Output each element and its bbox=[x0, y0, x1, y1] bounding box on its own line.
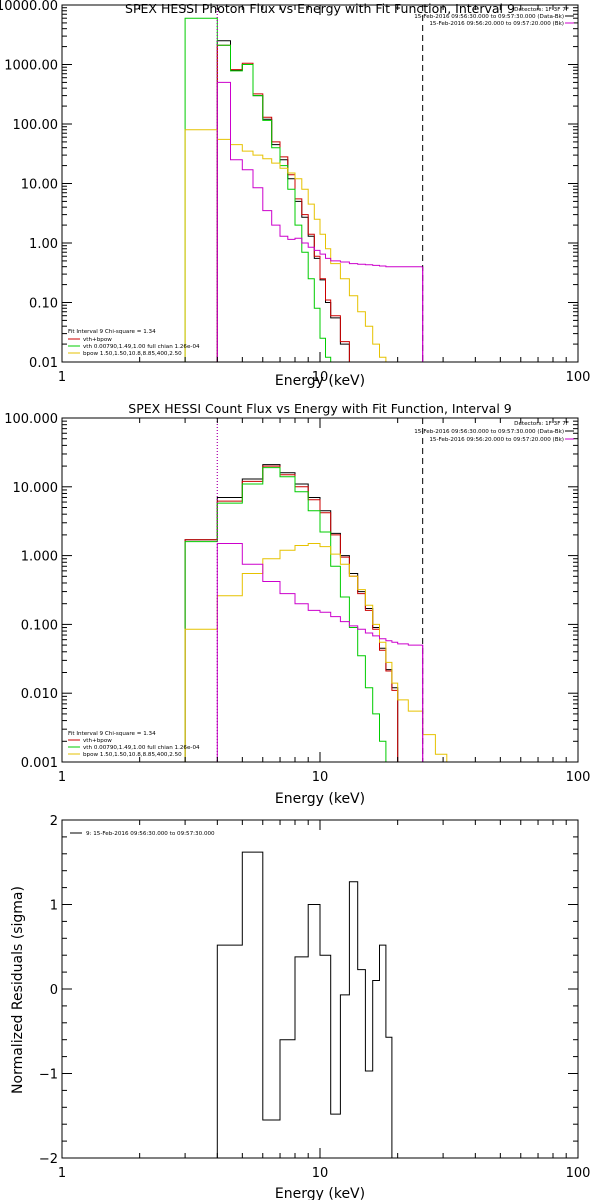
count-flux-y-tick-label: 100.000 bbox=[4, 412, 58, 427]
residuals-ticks: 1 10 100 −2 −1 0 1 2 bbox=[39, 814, 591, 1181]
legend-data-bk: 15-Feb-2016 09:56:30.000 to 09:57:30.000… bbox=[414, 14, 564, 20]
photon-flux-x-tick-label: 10 bbox=[312, 370, 329, 385]
legend-total: vth+bpow bbox=[83, 738, 112, 744]
count-flux-panel: SPEX HESSI Count Flux vs Energy with Fit… bbox=[4, 401, 590, 807]
residuals-axes-frame bbox=[61, 819, 579, 1159]
count-flux-x-tick-label: 100 bbox=[566, 770, 591, 785]
photon-flux-series bbox=[184, 17, 424, 362]
count-flux-y-tick-label: 0.001 bbox=[21, 756, 58, 771]
residuals-y-tick-label: −1 bbox=[39, 1068, 58, 1083]
count-flux-y-tick-label: 1.000 bbox=[21, 550, 58, 565]
photon-flux-x-tick-label: 100 bbox=[566, 370, 591, 385]
legend-data-bk: 15-Feb-2016 09:56:30.000 to 09:57:30.000… bbox=[414, 429, 564, 435]
count-flux-series-bpow bbox=[184, 543, 448, 762]
photon-flux-y-tick-label: 10000.00 bbox=[0, 0, 58, 14]
count-flux-xlabel: Energy (keV) bbox=[275, 791, 365, 807]
residuals-panel: 1 10 100 −2 −1 0 1 2 Energy (keV) Normalized Re… bbox=[10, 814, 590, 1200]
residuals-y-tick-label: 2 bbox=[50, 814, 58, 829]
photon-flux-y-tick-label: 0.10 bbox=[29, 297, 58, 312]
photon-flux-legend-top-right: Detectors: 1F 3F 7F 15-Feb-2016 09:56:30… bbox=[414, 7, 574, 27]
photon-flux-fit-range-markers bbox=[216, 5, 424, 362]
residuals-legend-label: 9: 15-Feb-2016 09:56:30.000 to 09:57:30.… bbox=[86, 831, 215, 837]
count-flux-series-bkg bbox=[216, 543, 424, 762]
count-flux-series-total bbox=[184, 465, 399, 762]
count-flux-series-data bbox=[184, 464, 399, 762]
count-flux-series bbox=[184, 464, 448, 762]
count-flux-y-tick-label: 0.100 bbox=[21, 618, 58, 633]
photon-flux-ticks: 1 10 100 0.01 0.10 1.00 10.00 100.00 1000.00 1000… bbox=[0, 0, 590, 385]
legend-detectors: Detectors: 1F 3F 7F bbox=[514, 421, 569, 427]
photon-flux-series-bkg bbox=[216, 81, 424, 362]
photon-flux-y-tick-label: 0.01 bbox=[29, 356, 58, 371]
residuals-x-tick-label: 1 bbox=[58, 1166, 66, 1181]
count-flux-y-tick-label: 10.000 bbox=[13, 481, 59, 496]
photon-flux-series-total bbox=[216, 44, 350, 362]
photon-flux-series-bpow bbox=[184, 129, 387, 362]
photon-flux-y-tick-label: 1000.00 bbox=[4, 59, 58, 74]
count-flux-legend-top-right: Detectors: 1F 3F 7F 15-Feb-2016 09:56:30… bbox=[414, 421, 574, 443]
residuals-series bbox=[216, 851, 393, 1158]
count-flux-legend-bottom-left: Fit Interval 9 Chi-square = 1.34 vth+bpo… bbox=[68, 731, 200, 758]
legend-total: vth+bpow bbox=[83, 337, 112, 343]
legend-vth: vth 0.00790,1.49,1.00 full chian 1.26e-0… bbox=[83, 344, 200, 350]
photon-flux-y-tick-label: 1.00 bbox=[29, 237, 58, 252]
legend-fit-interval: Fit Interval 9 Chi-square = 1.34 bbox=[68, 731, 156, 737]
photon-flux-xlabel: Energy (keV) bbox=[275, 373, 365, 389]
photon-flux-series-data bbox=[216, 40, 350, 362]
count-flux-y-tick-label: 0.010 bbox=[21, 687, 58, 702]
legend-fit-interval: Fit Interval 9 Chi-square = 1.34 bbox=[68, 329, 156, 335]
photon-flux-series-vth bbox=[184, 17, 332, 362]
count-flux-title: SPEX HESSI Count Flux vs Energy with Fit… bbox=[128, 401, 511, 416]
count-flux-ticks: 1 10 100 0.001 0.010 0.100 1.000 10.000 100.000 bbox=[4, 412, 590, 785]
photon-flux-y-tick-label: 100.00 bbox=[13, 118, 59, 133]
residuals-series-data bbox=[216, 851, 393, 1158]
legend-bk: 15-Feb-2016 09:56:20.000 to 09:57:20.000… bbox=[429, 437, 564, 443]
residuals-xlabel: Energy (keV) bbox=[275, 1186, 365, 1200]
photon-flux-panel: SPEX HESSI Photon Flux vs Energy with Fi… bbox=[0, 0, 590, 389]
count-flux-series-vth bbox=[184, 467, 387, 762]
photon-flux-legend-bottom-left: Fit Interval 9 Chi-square = 1.34 vth+bpo… bbox=[68, 329, 200, 357]
legend-bk: 15-Feb-2016 09:56:20.000 to 09:57:20.000… bbox=[429, 21, 564, 27]
count-flux-x-tick-label: 1 bbox=[58, 770, 66, 785]
count-flux-fit-range-markers bbox=[216, 418, 424, 762]
count-flux-axes-frame bbox=[61, 417, 579, 763]
legend-bpow: bpow 1.50,1.50,10.8,8.85,400,2.50 bbox=[83, 351, 182, 357]
legend-bpow: bpow 1.50,1.50,10.8,8.85,400,2.50 bbox=[83, 752, 182, 758]
count-flux-x-tick-label: 10 bbox=[312, 770, 329, 785]
legend-detectors: Detectors: 1F 3F 7F bbox=[514, 7, 569, 13]
residuals-y-tick-label: 1 bbox=[50, 899, 58, 914]
legend-vth: vth 0.00790,1.49,1.00 full chian 1.26e-0… bbox=[83, 745, 200, 751]
residuals-x-tick-label: 10 bbox=[312, 1166, 329, 1181]
residuals-x-tick-label: 100 bbox=[566, 1166, 591, 1181]
residuals-ylabel: Normalized Residuals (sigma) bbox=[10, 886, 26, 1094]
residuals-y-tick-label: 0 bbox=[50, 983, 58, 998]
photon-flux-y-tick-label: 10.00 bbox=[21, 178, 58, 193]
photon-flux-x-tick-label: 1 bbox=[58, 370, 66, 385]
residuals-y-tick-label: −2 bbox=[39, 1152, 58, 1167]
residuals-legend: 9: 15-Feb-2016 09:56:30.000 to 09:57:30.… bbox=[70, 831, 215, 837]
